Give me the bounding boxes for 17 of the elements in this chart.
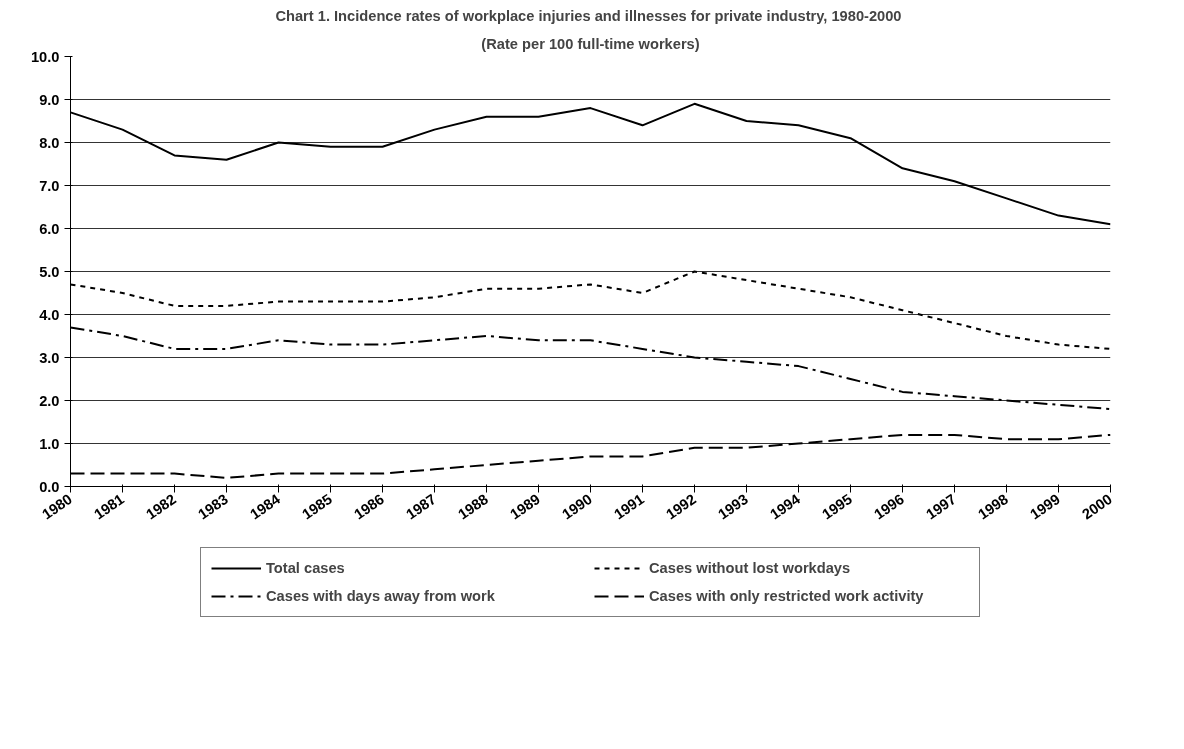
chart-subtitle: (Rate per 100 full-time workers) [481, 35, 700, 52]
y-tick-label: 1.0 [39, 435, 60, 452]
y-tick-label: 4.0 [39, 306, 60, 323]
legend-label: Total cases [266, 560, 346, 576]
legend-label: Cases with only restricted work activity [649, 588, 925, 604]
legend-label: Cases with days away from work [266, 588, 496, 604]
y-tick-label: 3.0 [39, 349, 60, 366]
y-tick-label: 10.0 [30, 48, 60, 65]
y-tick-label: 8.0 [39, 134, 60, 151]
y-tick-label: 2.0 [39, 392, 60, 409]
chart-title: Chart 1. Incidence rates of workplace injuries and illnesses for private industry, 1980-2000 [275, 7, 902, 24]
y-tick-label: 0.0 [39, 478, 60, 495]
legend-label: Cases without lost workdays [649, 560, 852, 576]
y-tick-label: 7.0 [39, 177, 60, 194]
y-tick-label: 6.0 [39, 220, 60, 237]
y-tick-label: 5.0 [39, 263, 60, 280]
y-tick-label: 9.0 [39, 91, 60, 108]
